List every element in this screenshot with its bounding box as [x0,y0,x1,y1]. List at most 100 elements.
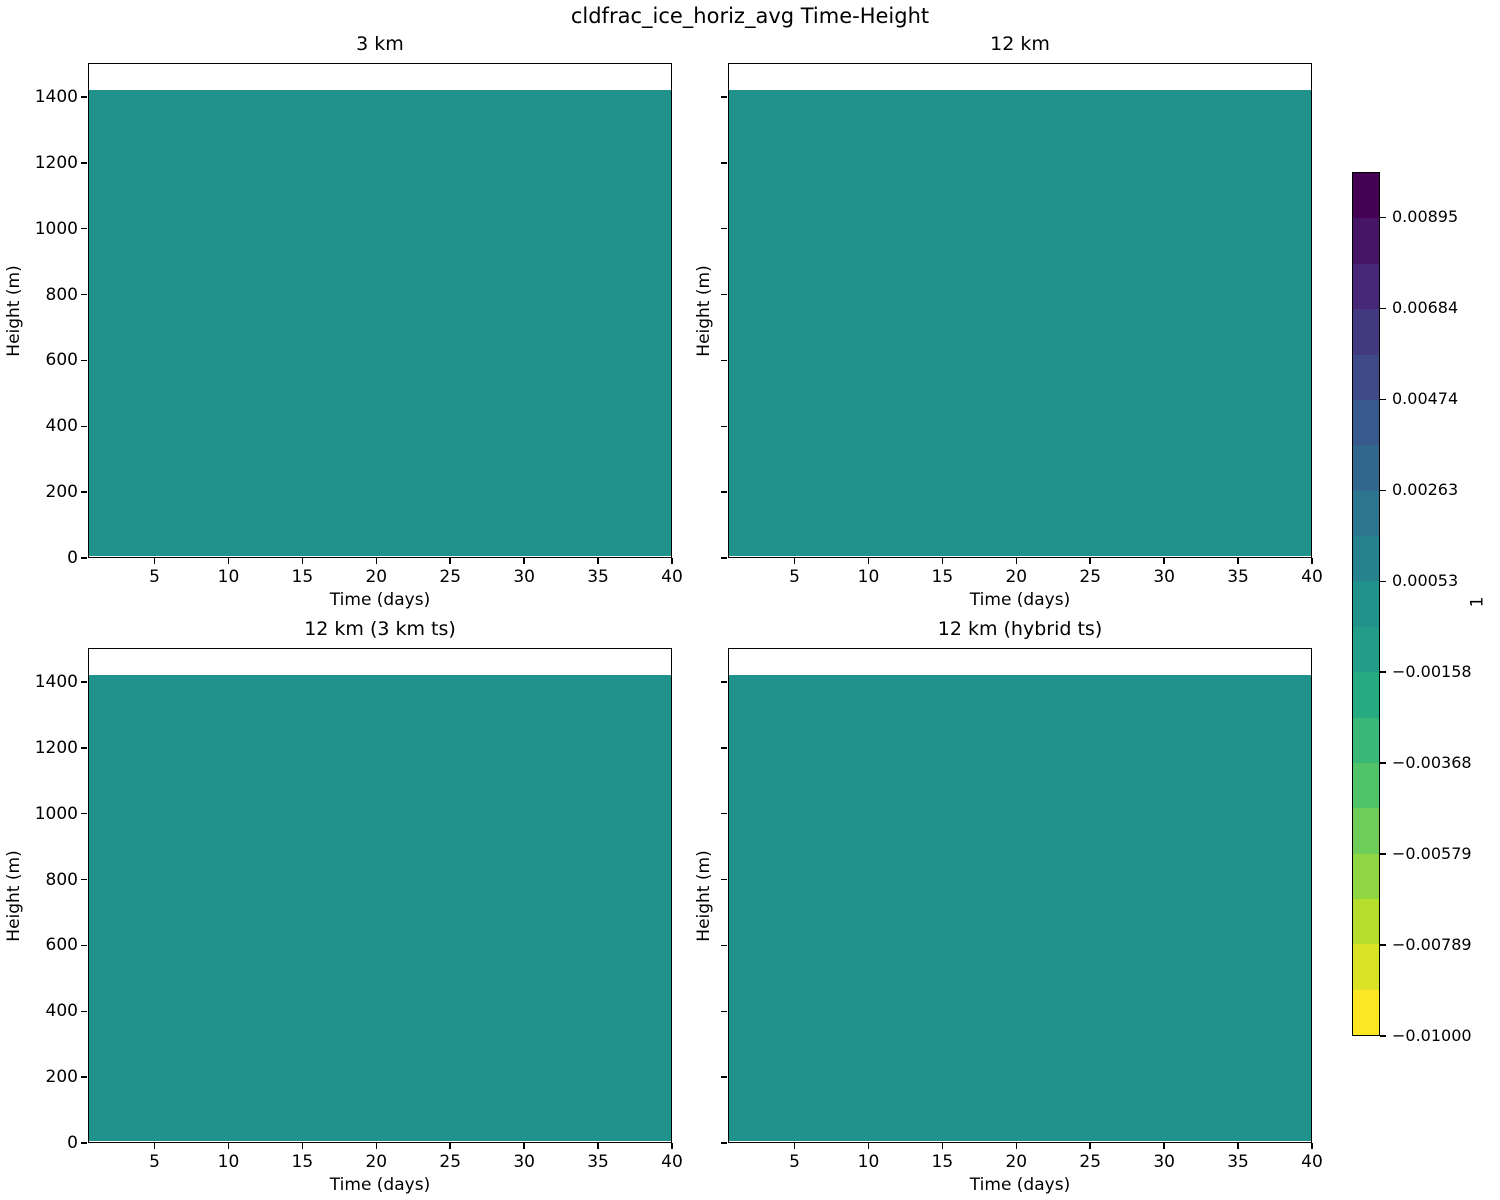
y-axis-label: Height (m) [4,264,24,357]
x-tick-mark [523,558,525,564]
plot-area [728,648,1312,1143]
y-tick-label: 400 [45,1001,78,1022]
y-tick-label: 400 [45,416,78,437]
colorbar-tick-label: −0.01000 [1392,1026,1472,1045]
x-tick-label: 10 [217,1152,240,1172]
y-tick-mark [720,227,727,230]
y-tick-mark [720,293,727,296]
x-tick-mark [867,1143,870,1149]
y-tick-mark [80,162,87,164]
y-tick-mark [720,557,727,559]
y-tick-mark [80,491,87,493]
colorbar-segment [1353,944,1379,990]
x-tick-label: 35 [1227,567,1249,587]
y-tick-label: 600 [45,350,78,371]
y-tick-mark [720,96,727,98]
x-tick-mark [301,1143,304,1149]
plot-area [728,63,1312,558]
colorbar-tick-label: 0.00895 [1392,207,1459,227]
x-tick-mark [1237,1143,1239,1149]
panel-title: 3 km [356,33,404,55]
colorbar-segment [1353,354,1379,400]
x-tick-label: 15 [931,1152,954,1172]
y-axis-label: Height (m) [694,849,714,942]
y-tick-label: 1000 [34,803,78,824]
x-tick-label: 30 [1153,1152,1175,1172]
y-tick-label: 200 [45,1067,78,1088]
x-tick-label: 10 [857,567,880,587]
plot-area [88,63,672,558]
y-tick-mark [720,1076,727,1078]
x-tick-label: 25 [439,1152,462,1172]
x-tick-label: 35 [1227,1152,1249,1172]
x-tick-mark [375,558,378,564]
x-tick-label: 5 [149,567,160,587]
x-tick-label: 40 [661,567,683,587]
colorbar-tick-label: 0.00263 [1392,480,1459,500]
x-tick-mark [1311,1143,1313,1149]
y-tick-label: 800 [45,869,78,890]
x-tick-label: 15 [291,1152,314,1172]
y-tick-mark [80,1142,87,1144]
colorbar-segment [1353,808,1379,854]
colorbar-gradient [1352,172,1380,1036]
y-tick-label: 1400 [34,671,78,692]
x-tick-mark [1237,558,1239,564]
x-tick-label: 40 [1301,567,1323,587]
colorbar-tick-mark [1380,489,1386,492]
y-tick-label: 800 [45,284,78,305]
x-tick-label: 25 [1079,567,1102,587]
heatmap-field [729,674,1311,1142]
x-tick-mark [153,558,156,564]
colorbar-segment [1353,309,1379,355]
x-tick-label: 30 [513,1152,535,1172]
y-tick-mark [80,681,87,683]
heatmap-field [729,89,1311,557]
colorbar-segment [1353,762,1379,809]
x-tick-mark [1089,558,1091,564]
x-tick-label: 30 [513,567,535,587]
panel-title: 12 km (hybrid ts) [937,618,1103,640]
colorbar-segment [1353,490,1379,536]
y-tick-mark [80,425,87,427]
colorbar-segment [1353,626,1379,673]
colorbar-segment [1353,399,1379,446]
panel-12km-hybridts: 12 km (hybrid ts) 5 10 15 20 25 30 35 40 Height… [694,618,1323,1195]
colorbar-segment [1353,853,1379,899]
y-tick-label: 0 [67,1133,78,1153]
y-tick-mark [720,1010,727,1012]
colorbar-tick-label: −0.00579 [1392,844,1472,864]
colorbar-tick-mark [1380,853,1386,855]
y-tick-mark [720,747,727,749]
x-tick-label: 5 [789,1152,800,1172]
colorbar-tick-mark [1380,1035,1386,1037]
colorbar-tick-mark [1380,307,1386,310]
colorbar-tick-label: 0.00474 [1392,389,1459,409]
colorbar-tick-label: 0.00684 [1392,298,1459,318]
x-tick-mark [227,558,230,564]
x-tick-mark [941,1143,944,1149]
y-tick-mark [720,681,727,683]
x-tick-label: 10 [217,567,240,587]
panel-12km: 12 km 5 10 15 20 25 30 35 40 Height (m) Time (d… [694,33,1323,610]
x-tick-label: 35 [587,567,609,587]
colorbar-tick-mark [1380,216,1386,219]
colorbar-segment [1353,173,1379,219]
x-tick-label: 15 [931,567,954,587]
x-tick-label: 5 [789,567,800,587]
colorbar-tick-label: 0.00053 [1392,571,1459,591]
x-axis-label: Time (days) [969,590,1071,610]
y-tick-label: 0 [67,548,78,568]
panel-title: 12 km (3 km ts) [304,618,456,640]
y-tick-label: 200 [45,482,78,503]
x-tick-label: 40 [1301,1152,1323,1172]
y-tick-mark [80,878,87,881]
y-tick-mark [80,359,87,362]
x-tick-mark [597,558,599,564]
x-tick-mark [449,1143,451,1149]
x-tick-label: 30 [1153,567,1175,587]
colorbar-segment [1353,581,1379,627]
colorbar-label: 1 [1467,596,1488,608]
y-tick-mark [80,1010,87,1012]
